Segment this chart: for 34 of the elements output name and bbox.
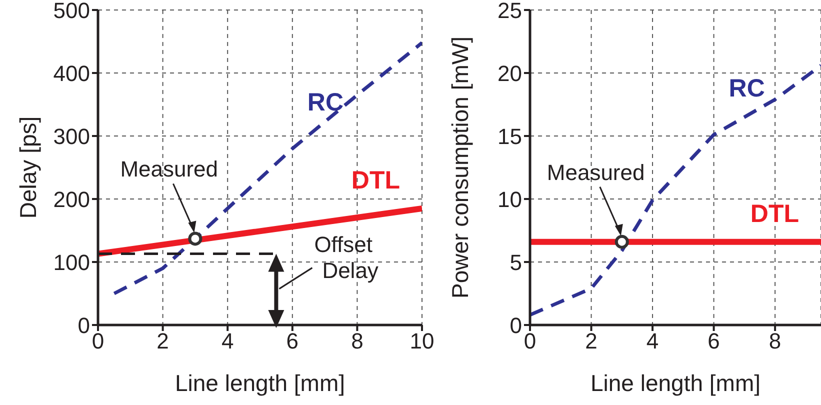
series-label: RC (728, 74, 765, 103)
series-label: DTL (351, 166, 400, 194)
x-tick-label: 10 (410, 328, 434, 354)
annotation: Offset Delay (314, 232, 378, 283)
series-label: RC (307, 88, 344, 117)
y-tick-label: 25 (498, 0, 522, 23)
x-tick-label: 4 (221, 328, 234, 354)
y-tick-label: 15 (498, 124, 522, 149)
y-axis-title: Power consumption [mW] (447, 36, 474, 299)
y-tick-label: 5 (510, 250, 522, 275)
x-tick-label: 2 (156, 328, 169, 354)
series-label: DTL (750, 200, 799, 228)
line-series (112, 41, 422, 296)
line-series (530, 64, 821, 317)
x-tick-label: 8 (768, 328, 782, 354)
x-tick-label: 6 (286, 328, 299, 354)
x-tick-label: 2 (585, 328, 598, 354)
annotation: Measured (120, 156, 218, 182)
x-axis-title: Line length [mm] (174, 370, 346, 396)
y-tick-label: 20 (498, 60, 522, 86)
x-axis-title: Line length [mm] (590, 370, 761, 396)
y-tick-label: 10 (498, 186, 522, 212)
x-tick-label: 6 (708, 328, 720, 354)
y-tick-label: 300 (53, 124, 90, 149)
y-tick-label: 200 (53, 186, 90, 212)
x-tick-label: 8 (351, 328, 364, 354)
x-tick-label: 4 (646, 328, 659, 354)
y-tick-label: 0 (510, 312, 522, 338)
y-tick-label: 0 (78, 312, 90, 338)
y-axis-title: Delay [ps] (15, 116, 42, 219)
y-tick-label: 400 (53, 60, 90, 86)
annotation: Measured (546, 160, 645, 185)
y-tick-label: 500 (53, 0, 90, 23)
y-tick-label: 100 (53, 250, 90, 275)
